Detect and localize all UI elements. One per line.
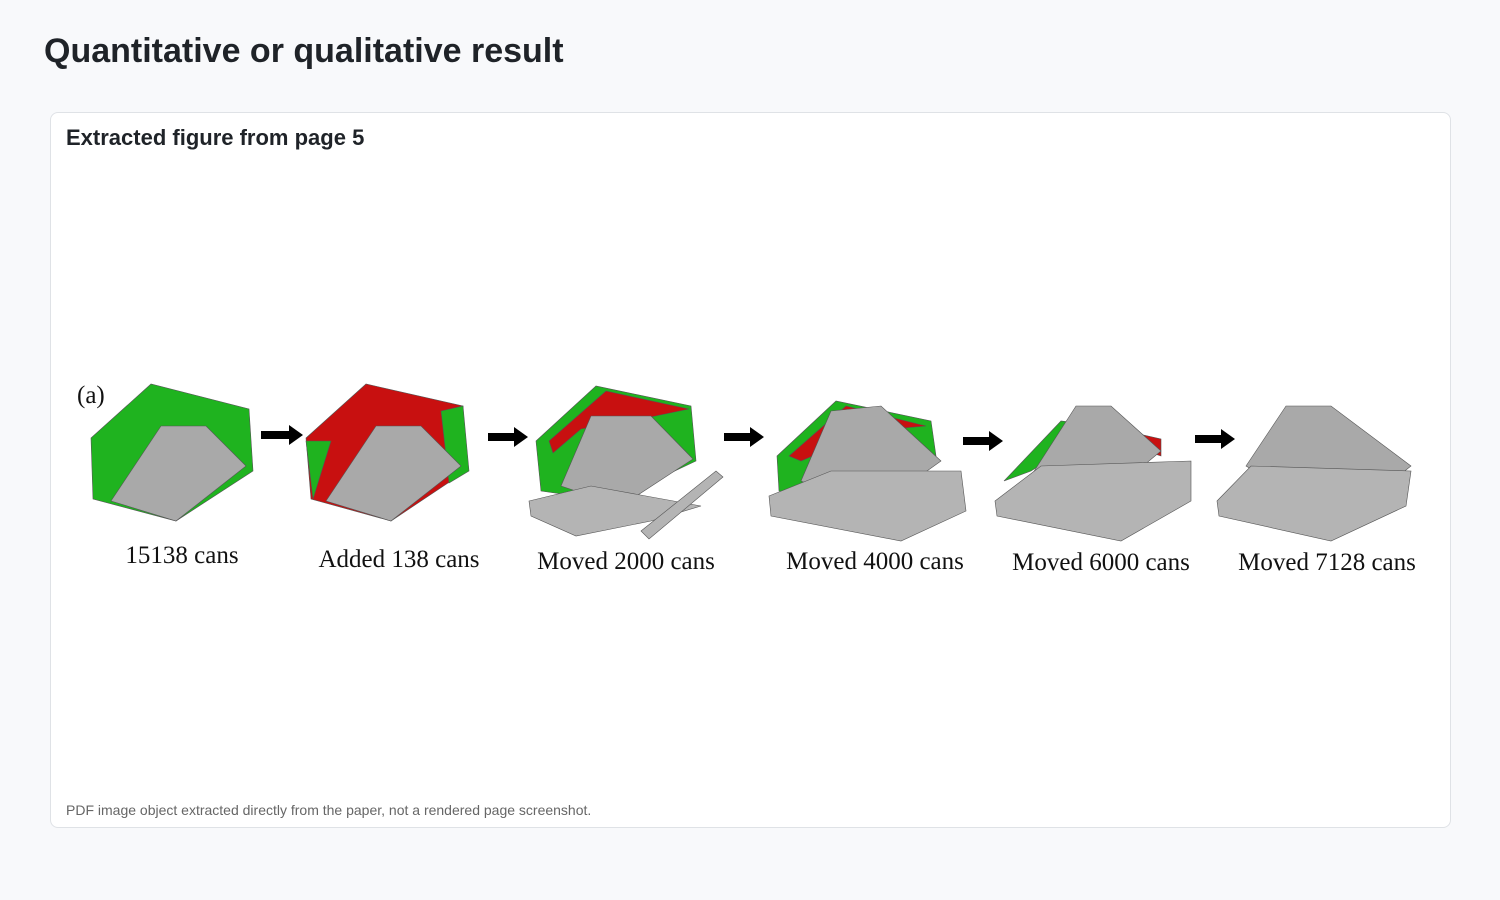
arrows <box>261 425 1235 451</box>
voxel-shapes <box>90 383 1412 542</box>
step-caption: Moved 2000 cans <box>537 548 715 575</box>
page-title: Quantitative or qualitative result <box>44 32 564 70</box>
step-caption: Moved 4000 cans <box>786 548 964 575</box>
step-caption: 15138 cans <box>125 542 238 569</box>
step-caption: Added 138 cans <box>318 546 479 573</box>
figure: (a) 15138 cans Added 138 cans Moved 2000 c… <box>77 382 1416 576</box>
figure-card: Extracted figure from page 5 (a) 15138 c… <box>50 112 1451 828</box>
card-title: Extracted figure from page 5 <box>66 125 365 150</box>
figure-note: PDF image object extracted directly from… <box>66 802 592 818</box>
step-caption: Moved 6000 cans <box>1012 549 1190 576</box>
panel-label: (a) <box>77 382 105 409</box>
step-caption: Moved 7128 cans <box>1238 549 1416 576</box>
